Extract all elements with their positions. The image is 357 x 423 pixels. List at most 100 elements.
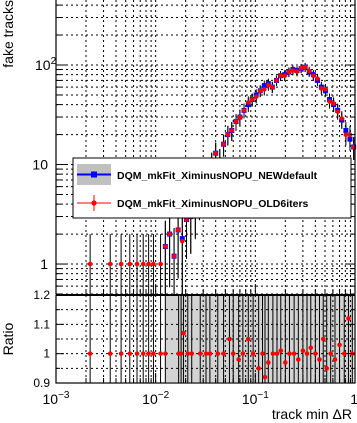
y-tick-label: 102 xyxy=(35,56,57,73)
ratio-point xyxy=(250,351,256,356)
ratio-point xyxy=(181,330,186,336)
data-point xyxy=(270,84,275,90)
ratio-point xyxy=(313,351,318,356)
x-tick-exponent: −2 xyxy=(158,390,170,401)
ratio-point xyxy=(337,342,342,348)
data-point xyxy=(298,65,304,71)
data-point xyxy=(87,261,93,267)
ratio-point xyxy=(308,345,314,351)
ratio-point xyxy=(118,351,124,356)
data-point xyxy=(315,76,320,81)
ratio-point xyxy=(270,351,276,356)
y-tick-label: 1.2 xyxy=(33,288,50,302)
y-tick-label: 1.1 xyxy=(33,317,50,331)
data-point xyxy=(118,261,124,267)
ratio-panel: 0.9 1 1.1 1.2 Ratio xyxy=(0,288,356,390)
data-point xyxy=(225,132,231,137)
ratio-point xyxy=(163,351,168,356)
legend-marker-new xyxy=(91,171,97,178)
data-point xyxy=(175,227,181,233)
ratio-point xyxy=(227,336,232,342)
y-tick-label: 1 xyxy=(40,256,48,272)
ratio-point xyxy=(346,316,351,321)
ratio-point xyxy=(146,351,151,356)
data-point xyxy=(167,231,172,237)
data-point xyxy=(158,261,163,267)
data-point xyxy=(347,136,353,142)
data-point xyxy=(335,109,340,114)
ratio-point xyxy=(260,351,265,356)
ratio-point xyxy=(332,357,338,362)
legend-entry-old: DQM_mkFit_XiminusNOPU_OLD6iters xyxy=(77,195,309,211)
data-point xyxy=(245,100,251,105)
ratio-point xyxy=(185,351,191,356)
data-point xyxy=(339,116,345,121)
data-point xyxy=(241,108,247,113)
legend-label-old: DQM_mkFit_XiminusNOPU_OLD6iters xyxy=(117,198,309,210)
ratio-point xyxy=(328,351,333,356)
y-tick-label: 10 xyxy=(32,157,48,173)
data-point xyxy=(290,68,296,73)
ratio-point xyxy=(236,357,241,362)
ratio-error-bars xyxy=(89,295,353,383)
top-panel: 1 10 102 fake tracks xyxy=(0,0,357,295)
data-point xyxy=(237,114,243,120)
ratio-point xyxy=(266,360,271,365)
ratio-point xyxy=(291,351,297,356)
ratio-point xyxy=(215,351,221,356)
data-point xyxy=(347,132,353,137)
data-point xyxy=(221,141,226,147)
data-point xyxy=(278,73,283,79)
data-point xyxy=(233,119,239,124)
data-point xyxy=(261,83,267,89)
x-tick-label: 10−3 xyxy=(43,390,70,407)
top-panel-grid xyxy=(56,0,355,295)
x-tick-exponent: −3 xyxy=(58,390,70,401)
data-point xyxy=(343,132,349,137)
ratio-point xyxy=(283,360,288,365)
ratio-point xyxy=(278,348,284,354)
ratio-point xyxy=(320,336,326,342)
y-tick-exponent: 2 xyxy=(51,56,57,67)
ratio-point xyxy=(197,351,203,356)
legend-label-new: DQM_mkFit_XiminusNOPU_NEWdefault xyxy=(117,170,318,182)
ratio-point xyxy=(296,357,301,362)
data-point xyxy=(311,73,316,79)
y-tick-label: 1 xyxy=(43,347,50,361)
legend-entry-new: DQM_mkFit_XiminusNOPU_NEWdefault xyxy=(77,164,318,185)
ratio-point xyxy=(317,357,322,362)
ratio-point xyxy=(178,351,184,356)
ratio-point xyxy=(151,351,156,356)
x-axis-label: track min ΔR xyxy=(272,406,352,422)
ratio-point xyxy=(207,351,213,356)
x-tick-exponent: −1 xyxy=(257,390,269,401)
data-point xyxy=(266,82,271,88)
ratio-point xyxy=(189,351,195,356)
ratio-point xyxy=(341,351,347,356)
data-point xyxy=(294,69,300,74)
data-point xyxy=(213,150,218,156)
ratio-point xyxy=(203,351,209,356)
data-point xyxy=(257,88,263,94)
ratio-point xyxy=(221,351,226,356)
ratio-point xyxy=(262,374,268,380)
data-point xyxy=(319,86,324,91)
data-point xyxy=(286,69,292,75)
ratio-point xyxy=(127,351,133,356)
top-panel-frame xyxy=(56,0,355,294)
ratio-point xyxy=(287,351,292,356)
ratio-point xyxy=(230,351,236,356)
data-point xyxy=(229,128,235,133)
ratio-point xyxy=(240,351,246,356)
ratio-point xyxy=(134,351,140,356)
data-point xyxy=(107,261,113,267)
ratio-point xyxy=(245,336,251,342)
data-point xyxy=(249,97,255,102)
ratio-point xyxy=(158,351,163,356)
data-point xyxy=(323,87,328,92)
ratio-point xyxy=(274,351,280,356)
ratio-point xyxy=(140,351,146,356)
data-point xyxy=(171,253,177,259)
x-tick-label: 10−1 xyxy=(242,390,269,407)
